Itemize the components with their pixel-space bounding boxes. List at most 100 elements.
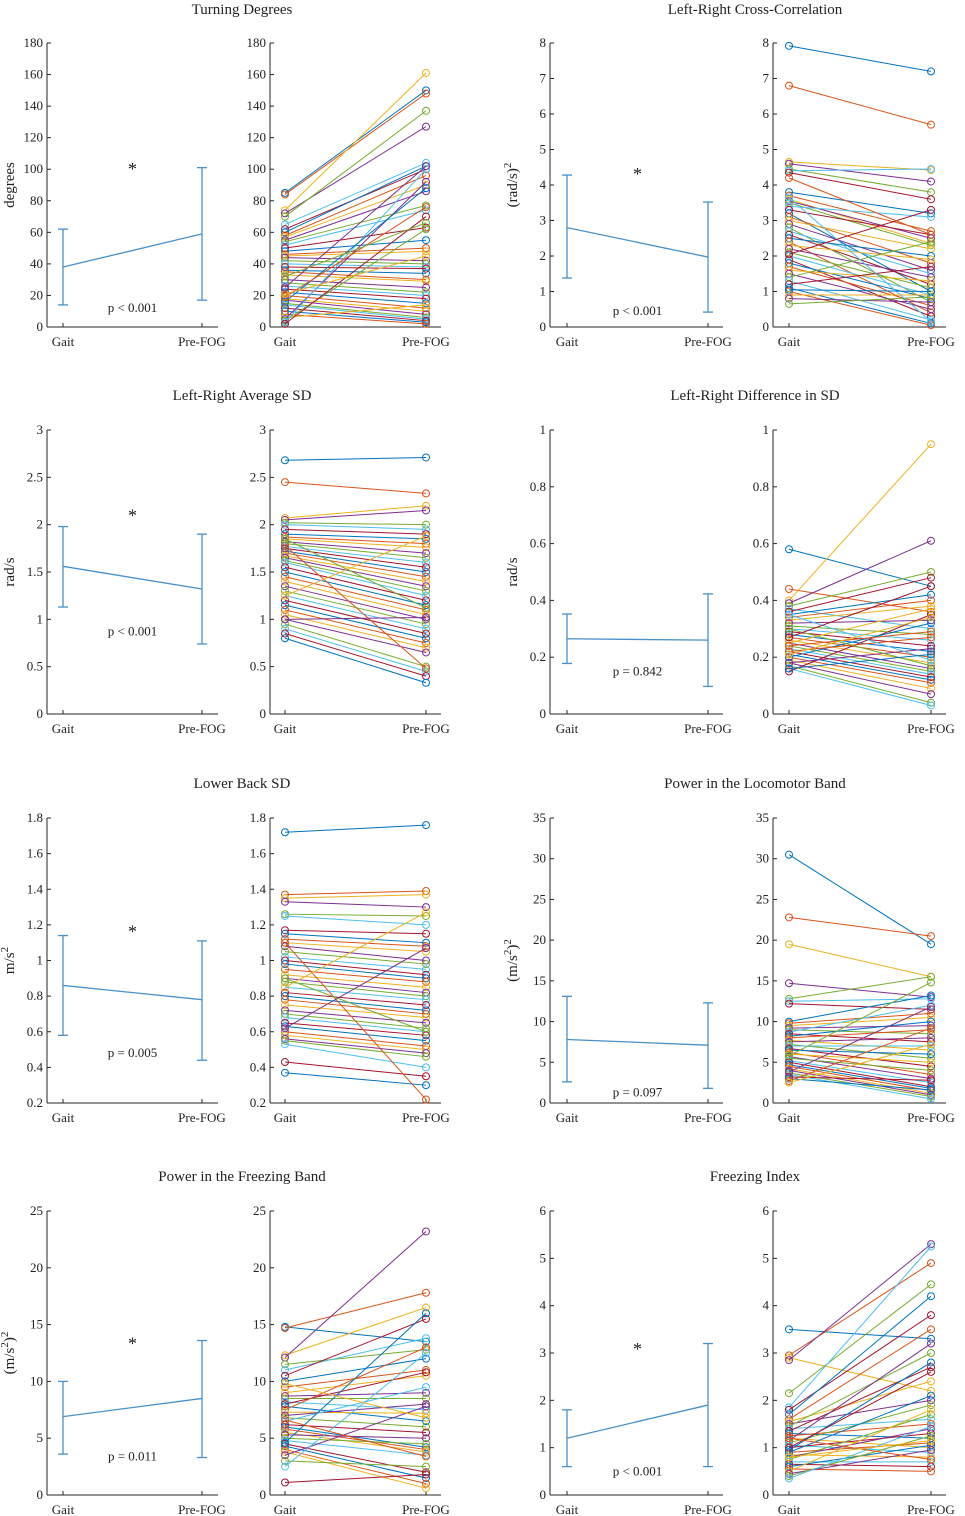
subject-line [284, 981, 427, 997]
subject-line [788, 625, 932, 635]
y-axis-label-superscript: 2 [502, 950, 514, 956]
subject-line [284, 291, 427, 304]
chart-title: Left-Right Average SD [173, 388, 312, 404]
subject-plot: 0 1 2 3 4 5 6 7 8 Gait Pre-FOG [763, 35, 955, 349]
subject-marker-prefog [927, 1446, 935, 1455]
y-tick-label: 20 [30, 287, 43, 302]
x-tick-label: Pre-FOG [178, 1502, 226, 1516]
subject-marker-gait [281, 1397, 289, 1406]
subject-marker-gait [281, 1383, 289, 1392]
subject-line [284, 938, 427, 947]
subject-marker-prefog [422, 678, 430, 687]
subject-marker-gait [281, 586, 289, 595]
subject-marker-prefog [422, 643, 430, 652]
y-tick-label: 1.8 [27, 810, 43, 825]
subject-marker-gait [785, 979, 793, 988]
subject-marker-prefog [927, 1066, 935, 1075]
subject-marker-prefog [927, 298, 935, 307]
subject-marker-prefog [422, 277, 430, 286]
summary-plot: 0 1 2 3 4 5 6 Gait Pre-FOG * p < 0.001 [540, 1203, 732, 1516]
subject-line [284, 1428, 427, 1451]
y-axis-label-superscript: 2 [0, 947, 11, 953]
subject-marker-prefog [927, 650, 935, 659]
subject-marker-prefog [927, 991, 935, 1000]
subject-line [788, 1069, 932, 1096]
subject-line [284, 824, 427, 833]
subject-marker-prefog [422, 89, 430, 98]
subject-marker-gait [281, 897, 289, 906]
y-tick-label: 5 [540, 142, 547, 157]
subject-line [788, 1414, 932, 1460]
subject-marker-gait [785, 653, 793, 662]
y-tick-label: 4 [540, 1298, 547, 1313]
y-tick-label: 180 [247, 35, 267, 50]
subject-line [788, 1283, 932, 1394]
subject-marker-gait [281, 624, 289, 633]
subject-marker-gait [785, 81, 793, 90]
subject-marker-gait [281, 530, 289, 539]
subject-marker-gait [281, 1438, 289, 1447]
subject-marker-gait [281, 456, 289, 465]
subject-marker-prefog [927, 1240, 935, 1249]
subject-line [788, 916, 932, 937]
subject-marker-prefog [927, 1259, 935, 1268]
subject-line [284, 968, 427, 983]
subject-marker-prefog [422, 256, 430, 265]
subject-marker-gait [281, 605, 289, 614]
subject-marker-prefog [422, 821, 430, 830]
subject-marker-prefog [422, 1334, 430, 1343]
y-tick-label: 0 [763, 1095, 770, 1110]
y-tick-label: 40 [253, 256, 266, 271]
subject-line [284, 1025, 427, 1042]
x-tick-label: Pre-FOG [178, 334, 226, 349]
subject-line [788, 653, 932, 670]
y-tick-label: 6 [763, 1203, 770, 1218]
subject-marker-prefog [422, 307, 430, 316]
subject-marker-gait [281, 240, 289, 249]
y-tick-label: 1.5 [250, 564, 266, 579]
y-tick-label: 25 [253, 1203, 266, 1218]
subject-marker-gait [281, 1040, 289, 1049]
subject-line [788, 548, 932, 587]
subject-marker-prefog [927, 1358, 935, 1367]
subject-marker-prefog [422, 283, 430, 292]
subject-marker-gait [785, 621, 793, 630]
subject-marker-gait [281, 1405, 289, 1414]
subject-line [284, 1307, 427, 1356]
subject-marker-prefog [927, 644, 935, 653]
subject-marker-prefog [422, 1052, 430, 1061]
subject-line [284, 580, 427, 616]
subject-line [284, 1451, 427, 1489]
subject-marker-prefog [422, 613, 430, 622]
subject-marker-prefog [927, 670, 935, 679]
y-axis-label-superscript: 2 [0, 1332, 11, 1338]
subject-line [788, 653, 932, 681]
subject-line [788, 197, 932, 323]
subject-marker-gait [281, 1392, 289, 1401]
subject-marker-prefog [927, 440, 935, 449]
subject-line [788, 1043, 932, 1084]
chart-title: Left-Right Cross-Correlation [668, 2, 843, 18]
subject-marker-prefog [422, 664, 430, 673]
subject-marker-prefog [422, 1388, 430, 1397]
x-tick-label: Gait [52, 1502, 75, 1516]
subject-line [284, 205, 427, 243]
subject-marker-gait [281, 1451, 289, 1460]
subject-line [788, 594, 932, 616]
subject-marker-gait [785, 285, 793, 294]
y-tick-label: 0.6 [753, 536, 770, 551]
subject-marker-prefog [422, 1036, 430, 1045]
subject-line [788, 648, 932, 664]
subject-marker-gait [785, 299, 793, 308]
subject-line [284, 550, 427, 573]
subject-marker-prefog [422, 591, 430, 600]
subject-line [284, 522, 427, 526]
mean-line [566, 638, 709, 641]
y-axis-label: rad/s [2, 557, 18, 586]
subject-line [788, 1074, 932, 1100]
subject-marker-prefog [927, 1401, 935, 1410]
subject-line [284, 1375, 427, 1394]
subject-marker-gait [785, 602, 793, 611]
subject-line [284, 509, 427, 521]
